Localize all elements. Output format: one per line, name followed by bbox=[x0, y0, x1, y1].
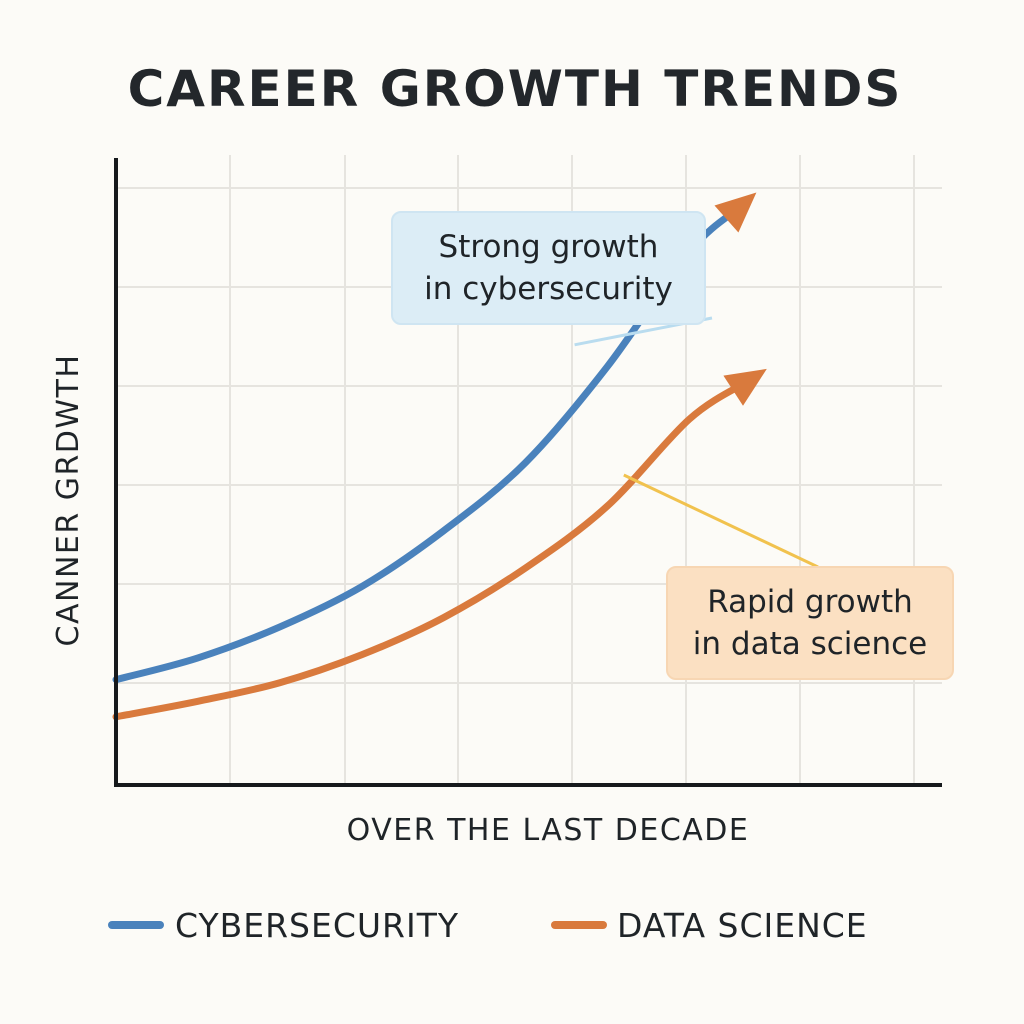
legend-item-data-science: DATA SCIENCE bbox=[551, 906, 868, 945]
x-axis-label: OVER THE LAST DECADE bbox=[347, 813, 750, 848]
annotation-box-blue bbox=[391, 211, 706, 325]
annotation-text-orange-0: Rapid growth bbox=[707, 584, 913, 620]
annotation-blue: Strong growth in cybersecurity bbox=[391, 211, 713, 347]
legend-label-data-science: DATA SCIENCE bbox=[617, 906, 868, 945]
annotation-orange: Rapid growth in data science bbox=[623, 473, 954, 680]
annotation-leader-orange bbox=[623, 473, 819, 569]
annotations: Strong growth in cybersecurity Rapid growt… bbox=[391, 211, 954, 680]
chart-title: CAREER GROWTH TRENDS bbox=[128, 60, 903, 118]
annotation-text-orange-1: in data science bbox=[693, 626, 927, 662]
y-axis-label: CANNER GRDWTH bbox=[51, 354, 86, 647]
series-line-data-science bbox=[112, 378, 751, 721]
axes bbox=[114, 158, 942, 787]
legend-item-cybersecurity: CYBERSECURITY bbox=[108, 906, 459, 945]
legend-label-cybersecurity: CYBERSECURITY bbox=[175, 906, 459, 945]
annotation-box-orange bbox=[666, 566, 954, 680]
annotation-text-blue-1: in cybersecurity bbox=[424, 271, 673, 307]
annotation-text-blue-0: Strong growth bbox=[439, 229, 659, 265]
legend: CYBERSECURITY DATA SCIENCE bbox=[108, 906, 868, 945]
arrowhead-data-science bbox=[723, 368, 767, 406]
arrowhead-cybersecurity bbox=[714, 192, 757, 233]
series-data-science bbox=[112, 368, 767, 721]
